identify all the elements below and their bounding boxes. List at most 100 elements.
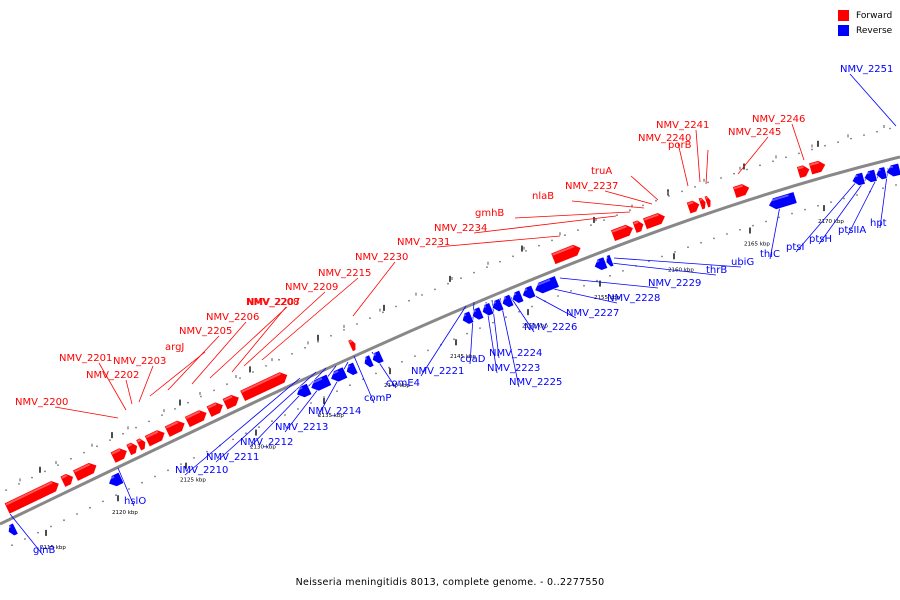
reverse-gene-label[interactable]: thrB	[706, 265, 727, 276]
reverse-gene-arrow[interactable]	[520, 284, 537, 301]
reverse-gene-arrow[interactable]	[510, 289, 525, 305]
forward-gene-label[interactable]: nlaB	[532, 191, 554, 202]
forward-gene-arrow[interactable]	[796, 163, 812, 179]
forward-gene-label[interactable]: NMV_2215	[318, 268, 371, 279]
reverse-gene-arrow[interactable]	[885, 162, 900, 178]
reverse-gene-arrow[interactable]	[592, 256, 609, 273]
reverse-gene-label[interactable]: NMV_2212	[240, 437, 293, 448]
reverse-gene-label[interactable]: coaD	[460, 354, 486, 365]
forward-gene-label[interactable]: NMV_2200	[15, 397, 68, 408]
reverse-gene-label[interactable]: NMV_2210	[175, 465, 228, 476]
forward-gene-arrow[interactable]	[239, 369, 290, 402]
forward-gene-arrow[interactable]	[642, 211, 668, 230]
forward-gene-arrow[interactable]	[59, 471, 76, 488]
reverse-gene-label[interactable]: ubiG	[731, 257, 754, 268]
forward-gene-arrow[interactable]	[163, 418, 187, 438]
forward-gene-label[interactable]: NMV_2202	[86, 370, 139, 381]
reverse-gene-arrow[interactable]	[767, 191, 798, 212]
forward-gene-arrow[interactable]	[550, 242, 583, 265]
reverse-gene-label[interactable]: ptsIIA	[838, 225, 866, 236]
reverse-gene-label[interactable]: NMV_2228	[607, 293, 660, 304]
forward-gene-label[interactable]: NMV_2237	[565, 181, 618, 192]
reverse-gene-label[interactable]: NMV_2224	[489, 348, 542, 359]
reverse-gene-label[interactable]: ptsI	[786, 242, 804, 253]
reverse-gene-arrow[interactable]	[308, 373, 332, 393]
forward-gene-label[interactable]: NMV_2234	[434, 223, 487, 234]
forward-gene-label[interactable]: truA	[591, 166, 612, 177]
forward-gene-arrow[interactable]	[72, 460, 100, 482]
reverse-gene-label[interactable]: NMV_2223	[487, 363, 540, 374]
reverse-gene-label[interactable]: ptsH	[809, 234, 832, 245]
reverse-gene-arrow[interactable]	[480, 302, 495, 318]
reverse-gene-label[interactable]: NMV_2221	[411, 366, 464, 377]
forward-gene-arrow[interactable]	[697, 196, 708, 211]
forward-gene-label[interactable]: porB	[668, 140, 692, 151]
forward-gene-label[interactable]: NMV_2205	[179, 326, 232, 337]
reverse-gene-label[interactable]: NMV_2251	[840, 64, 893, 75]
reverse-gene-label[interactable]: NMV_2211	[206, 452, 259, 463]
reverse-gene-arrow[interactable]	[106, 471, 125, 489]
reverse-gene-label[interactable]: NMV_2214	[308, 406, 361, 417]
forward-gene-arrow[interactable]	[143, 427, 167, 448]
reverse-gene-arrow[interactable]	[500, 293, 515, 309]
forward-gene-label[interactable]: argJ	[165, 342, 184, 353]
reverse-gene-arrow[interactable]	[328, 366, 349, 385]
reverse-gene-label[interactable]: NMV_2227	[566, 308, 619, 319]
reverse-gene-arrow[interactable]	[470, 306, 485, 322]
reverse-gene-arrow[interactable]	[362, 354, 375, 369]
forward-gene-label[interactable]: NMV_2245	[728, 127, 781, 138]
forward-gene-arrow[interactable]	[184, 407, 209, 428]
reverse-gene-label[interactable]: NMV_2226	[524, 322, 577, 333]
reverse-gene-arrow[interactable]	[604, 254, 615, 268]
forward-gene-arrow[interactable]	[703, 195, 713, 209]
forward-gene-label[interactable]: NMV_2208	[246, 297, 299, 308]
forward-gene-arrow[interactable]	[610, 222, 636, 242]
reverse-gene-label[interactable]: comP	[364, 393, 391, 404]
reverse-gene-arrow[interactable]	[370, 350, 385, 365]
reverse-gene-arrow[interactable]	[6, 522, 19, 537]
dot-mark	[323, 396, 325, 398]
forward-gene-label[interactable]: NMV_2241	[656, 120, 709, 131]
dot-mark	[661, 255, 663, 258]
reverse-gene-label[interactable]: NMV_2225	[509, 377, 562, 388]
forward-gene-label[interactable]: NMV_2230	[355, 252, 408, 263]
dot-mark	[427, 349, 429, 352]
reverse-gene-label[interactable]: hpt	[870, 218, 887, 229]
forward-gene-arrow[interactable]	[221, 392, 242, 411]
forward-gene-arrow[interactable]	[3, 478, 61, 515]
forward-gene-label[interactable]: NMV_2207	[247, 297, 300, 308]
forward-gene-label[interactable]: NMV_2246	[752, 114, 805, 125]
forward-gene-label[interactable]: NMV_2203	[113, 356, 166, 367]
dot-mark	[785, 156, 787, 159]
forward-gene-label[interactable]: NMV_2231	[397, 237, 450, 248]
reverse-gene-arrow[interactable]	[875, 166, 888, 181]
forward-gene-arrow[interactable]	[347, 338, 358, 352]
reverse-gene-label[interactable]: comE4	[386, 378, 420, 389]
forward-gene-arrow[interactable]	[685, 199, 701, 215]
reverse-gene-label[interactable]: NMV_2229	[648, 278, 701, 289]
reverse-gene-arrow[interactable]	[533, 275, 560, 296]
forward-gene-label[interactable]: NMV_2206	[206, 312, 259, 323]
reverse-gene-label[interactable]: thiC	[760, 249, 780, 260]
forward-gene-label[interactable]: NMV_2201	[59, 353, 112, 364]
reverse-gene-label[interactable]: hslO	[124, 496, 146, 507]
forward-gene-arrow[interactable]	[135, 437, 148, 452]
forward-gene-label[interactable]: NMV_2240	[638, 133, 691, 144]
forward-gene-label[interactable]: gmhB	[475, 208, 504, 219]
forward-gene-arrow[interactable]	[808, 159, 828, 176]
reverse-gene-arrow[interactable]	[344, 361, 359, 377]
reverse-gene-arrow[interactable]	[460, 310, 475, 326]
forward-gene-label[interactable]: NMV_2209	[285, 282, 338, 293]
forward-gene-arrow[interactable]	[205, 400, 226, 418]
reverse-gene-arrow[interactable]	[851, 171, 866, 187]
forward-gene-arrow[interactable]	[125, 440, 140, 456]
forward-gene-arrow[interactable]	[109, 445, 130, 464]
reverse-gene-arrow[interactable]	[863, 168, 878, 184]
reverse-gene-label[interactable]: NMV_2213	[275, 422, 328, 433]
dot-mark	[206, 450, 208, 453]
forward-gene-arrow[interactable]	[631, 219, 646, 234]
reverse-gene-label[interactable]: glnB	[33, 545, 55, 556]
forward-gene-arrow[interactable]	[732, 182, 752, 199]
reverse-gene-arrow[interactable]	[294, 382, 313, 400]
reverse-gene-arrow[interactable]	[490, 298, 505, 313]
